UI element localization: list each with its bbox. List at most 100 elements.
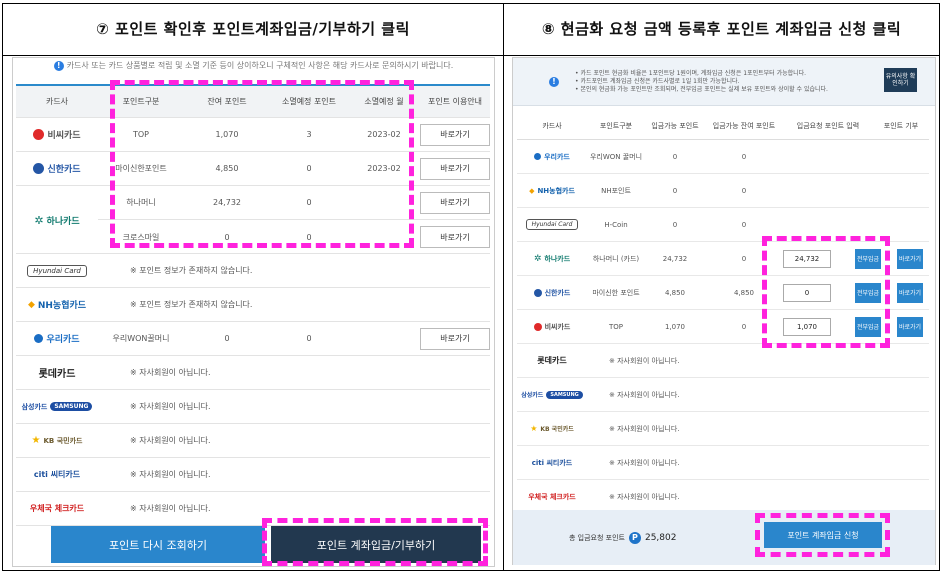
request-point-input[interactable]: 0 [783, 283, 831, 302]
point-type: H-Coin [604, 220, 628, 229]
table-row: 우리카드 우리WON 꿀머니 0 0 [517, 140, 929, 174]
header-remain: 입금가능 잔여 포인트 [712, 121, 776, 130]
woori-icon [34, 334, 44, 343]
samsung-card-logo: 삼성카드 SAMSUNG [521, 390, 583, 399]
hana-card-logo: ✲ 하나카드 [533, 253, 571, 264]
goto-button[interactable]: 바로가기 [420, 123, 490, 146]
table-row: citi 씨티카드 ※ 자사회원이 아닙니다. [16, 458, 490, 492]
column-divider [503, 4, 504, 570]
goto-button[interactable]: 바로가기 [420, 191, 490, 214]
deposit-donate-button[interactable]: 포인트 계좌입금/기부하기 [271, 526, 481, 563]
samsung-brand: SAMSUNG [50, 402, 93, 411]
step-7-title: ⑦ 포인트 확인후 포인트계좌입금/기부하기 클릭 [96, 20, 410, 38]
header-month: 소멸예정 월 [364, 97, 404, 106]
hana-card-logo: ✲ 하나카드 [34, 213, 80, 227]
table-row-group: ✲ 하나카드 하나머니 24,732 0 바로가기 크로스마일 0 0 바로가기 [16, 186, 490, 254]
highlight-deposit-button [262, 518, 488, 566]
guide-frame: ⑦ 포인트 확인후 포인트계좌입금/기부하기 클릭 ⑧ 현금화 요청 금액 등록… [2, 3, 940, 571]
kb-card-logo: ★ KB 국민카드 [31, 435, 83, 446]
header-expire: 소멸예정 포인트 [281, 97, 337, 106]
row-note: ※ 자사회원이 아닙니다. [609, 492, 680, 501]
goto-button[interactable]: 바로가기 [420, 157, 490, 180]
row-note: ※ 자사회원이 아닙니다. [130, 470, 211, 479]
table-row: 하나머니 24,732 0 바로가기 [98, 186, 490, 220]
goto-button[interactable]: 바로가기 [420, 327, 490, 350]
point-remain: 4,850 [733, 288, 755, 297]
point-type: 크로스마일 [122, 232, 160, 242]
table-row: ◆ NH농협카드 ※ 포인트 정보가 존재하지 않습니다. [16, 288, 490, 322]
table-row: 삼성카드 SAMSUNG ※ 자사회원이 아닙니다. [16, 390, 490, 424]
point-remain: 0 [741, 186, 747, 195]
kb-icon: ★ [31, 435, 41, 446]
shinhan-card-logo: 신한카드 [533, 288, 570, 298]
reload-points-button[interactable]: 포인트 다시 조회하기 [51, 526, 265, 563]
point-remain: 0 [741, 322, 747, 331]
row-note: ※ 자사회원이 아닙니다. [130, 504, 211, 513]
deposit-all-button[interactable]: 전부입금 [855, 282, 881, 303]
point-remain: 0 [741, 220, 747, 229]
header-donate: 포인트 기부 [883, 121, 919, 130]
kb-icon: ★ [530, 424, 538, 433]
total-label: 총 입금요청 포인트 [569, 534, 625, 542]
point-balance: 24,732 [213, 198, 241, 207]
citi-card-logo: citi 씨티카드 [33, 470, 81, 479]
highlight-points-area [110, 80, 414, 248]
goto-button[interactable]: 바로가기 [420, 226, 490, 248]
point-avail: 1,070 [664, 322, 686, 331]
row-note: ※ 자사회원이 아닙니다. [609, 458, 680, 467]
goto-button[interactable]: 바로가기 [897, 316, 923, 337]
goto-button[interactable]: 바로가기 [897, 248, 923, 269]
point-type: 마이신한 포인트 [592, 288, 640, 297]
request-table: 카드사 포인트구분 입금가능 포인트 입금가능 잔여 포인트 입금요청 포인트 … [517, 112, 929, 514]
kb-card-logo: ★ KB 국민카드 [530, 424, 574, 433]
point-icon: P [628, 532, 641, 544]
header-guide: 포인트 이용안내 [427, 97, 483, 106]
table-row: 롯데카드 ※ 자사회원이 아닙니다. [517, 344, 929, 378]
expire-month: 2023-02 [367, 164, 401, 173]
row-note: ※ 자사회원이 아닙니다. [130, 436, 211, 445]
table-row: ◆ NH농협카드 NH포인트 0 0 [517, 174, 929, 208]
highlight-apply-button [755, 513, 890, 557]
header-input: 입금요청 포인트 입력 [796, 121, 860, 130]
table-row: 신한카드 마이신한 포인트 4,850 4,850 0 전부입금 바로가기 [517, 276, 929, 310]
header-balance: 잔여 포인트 [207, 97, 247, 106]
point-type: 우리WON 꿀머니 [589, 152, 643, 161]
shinhan-card-logo: 신한카드 [33, 162, 81, 175]
header-type: 포인트구분 [599, 121, 633, 130]
bc-icon [33, 129, 45, 140]
point-expire: 0 [306, 232, 312, 242]
row-note: ※ 자사회원이 아닙니다. [609, 424, 680, 433]
header-cardco: 카드사 [542, 121, 562, 130]
point-balance: 0 [224, 334, 230, 343]
point-type: TOP [132, 130, 149, 139]
shinhan-icon [533, 288, 542, 297]
table-row: 롯데카드 ※ 자사회원이 아닙니다. [16, 356, 490, 390]
bc-card-logo: 비씨카드 [533, 322, 570, 332]
point-remain: 0 [741, 254, 747, 263]
notice: ! 카드사 또는 카드 상품별로 적립 및 소멸 기준 등이 상이하오니 구체적인… [13, 58, 494, 78]
table-row: ★ KB 국민카드 ※ 자사회원이 아닙니다. [517, 412, 929, 446]
woori-card-logo: 우리카드 [534, 152, 570, 162]
bc-card-logo: 비씨카드 [33, 128, 81, 141]
info-icon: ! [549, 77, 559, 87]
deposit-all-button[interactable]: 전부입금 [855, 248, 881, 269]
deposit-all-button[interactable]: 전부입금 [855, 316, 881, 337]
table-row: ★ KB 국민카드 ※ 자사회원이 아닙니다. [16, 424, 490, 458]
point-balance: 4,850 [215, 164, 239, 173]
apply-deposit-button[interactable]: 포인트 계좌입금 신청 [764, 522, 882, 548]
header-avail: 입금가능 포인트 [651, 121, 699, 130]
row-note: ※ 자사회원이 아닙니다. [130, 402, 211, 411]
point-balance: 1,070 [215, 130, 239, 139]
point-type: NH포인트 [601, 186, 631, 195]
table-row: 우리카드 우리WON꿀머니 0 0 바로가기 [16, 322, 490, 356]
table-row: ✲ 하나카드 하나머니 (카드) 24,732 0 24,732 전부입금 바로가… [517, 242, 929, 276]
check-notice-button[interactable]: 유의사항 확인하기 [884, 68, 917, 92]
nh-card-logo: ◆ NH농협카드 [27, 299, 87, 312]
notice-item: • 카드포인트 계좌입금 신청은 카드사별로 1일 1회만 가능합니다. [575, 78, 740, 85]
nh-icon: ◆ [27, 299, 35, 310]
request-point-input[interactable]: 1,070 [783, 317, 831, 336]
samsung-card-logo: 삼성카드 SAMSUNG [22, 402, 93, 412]
request-point-input[interactable]: 24,732 [783, 249, 831, 268]
table-row: 크로스마일 0 0 바로가기 [98, 220, 490, 254]
goto-button[interactable]: 바로가기 [897, 282, 923, 303]
